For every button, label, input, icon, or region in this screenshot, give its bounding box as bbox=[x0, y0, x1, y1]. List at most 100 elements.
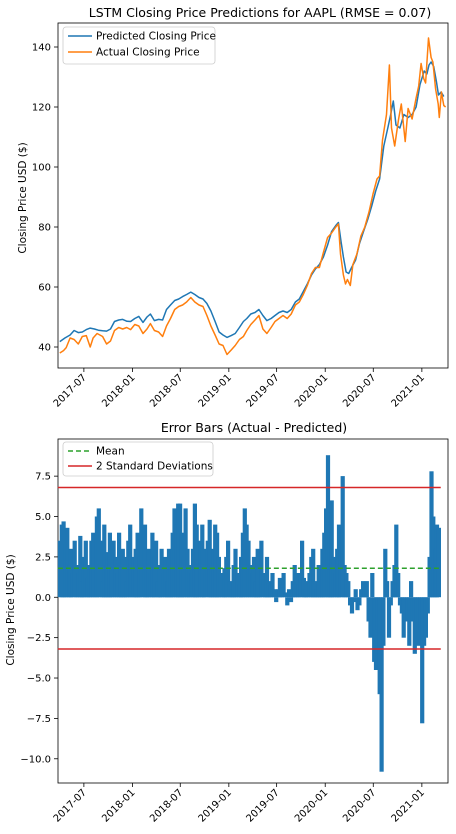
error-bar bbox=[394, 524, 399, 598]
error-bar bbox=[379, 597, 384, 772]
error-bar bbox=[78, 535, 83, 598]
error-bar bbox=[340, 476, 345, 598]
price-chart: LSTM Closing Price Predictions for AAPL … bbox=[17, 5, 449, 410]
x-tick-label: 2019-07 bbox=[244, 372, 281, 409]
error-chart: Error Bars (Actual - Predicted) −10.0 −7.… bbox=[5, 420, 449, 825]
error-bar bbox=[351, 597, 356, 603]
x-tick-label: 2020-01 bbox=[293, 372, 330, 409]
error-bar bbox=[420, 597, 425, 724]
error-bar bbox=[357, 597, 362, 606]
price-chart-ylabel: Closing Price USD ($) bbox=[17, 142, 29, 253]
error-bar bbox=[251, 556, 257, 598]
error-bar bbox=[423, 597, 428, 638]
y-tick-label: 120 bbox=[32, 103, 51, 114]
error-bar bbox=[301, 577, 306, 598]
series-line-predicted bbox=[59, 61, 445, 343]
error-bar bbox=[401, 597, 406, 638]
x-tick-label: 2019-01 bbox=[197, 787, 234, 824]
error-bar bbox=[436, 527, 441, 598]
error-bar bbox=[381, 597, 386, 646]
x-tick-label: 2021-01 bbox=[390, 787, 427, 824]
y-tick-label: 60 bbox=[38, 283, 51, 294]
error-bar bbox=[312, 581, 318, 598]
error-bar bbox=[349, 597, 355, 614]
y-tick-label: −10.0 bbox=[20, 754, 51, 765]
error-bar bbox=[346, 581, 351, 598]
price-chart-title: LSTM Closing Price Predictions for AAPL … bbox=[89, 5, 431, 20]
error-bar bbox=[285, 597, 290, 606]
x-tick-label: 2018-07 bbox=[148, 787, 185, 824]
x-tick-label: 2019-07 bbox=[244, 787, 281, 824]
error-bar bbox=[396, 573, 401, 598]
legend-label-predicted: Predicted Closing Price bbox=[96, 31, 216, 43]
legend-label-std: 2 Standard Deviations bbox=[96, 461, 213, 473]
x-tick-label: 2018-01 bbox=[100, 372, 137, 409]
error-bar bbox=[218, 573, 223, 598]
error-bar bbox=[65, 527, 70, 598]
y-tick-label: 0.0 bbox=[35, 593, 51, 604]
x-tick-label: 2018-01 bbox=[100, 787, 137, 824]
error-bar bbox=[311, 548, 316, 598]
error-bar bbox=[353, 589, 358, 598]
error-bar bbox=[370, 573, 375, 598]
x-tick-label: 2021-01 bbox=[390, 372, 427, 409]
error-bar bbox=[270, 573, 275, 598]
error-bar bbox=[425, 597, 430, 614]
x-tick-label: 2019-01 bbox=[197, 372, 234, 409]
error-bar bbox=[368, 597, 373, 638]
y-tick-label: 7.5 bbox=[35, 472, 51, 483]
error-chart-ylabel: Closing Price USD ($) bbox=[5, 554, 17, 665]
error-bar bbox=[264, 556, 270, 598]
error-bar bbox=[383, 548, 388, 598]
error-bar bbox=[207, 519, 212, 598]
x-tick-label: 2018-07 bbox=[148, 372, 185, 409]
error-bar bbox=[91, 532, 96, 598]
y-tick-label: 40 bbox=[38, 343, 51, 354]
y-tick-label: 140 bbox=[32, 43, 51, 54]
error-bar bbox=[261, 573, 266, 598]
legend-label-mean: Mean bbox=[96, 446, 125, 458]
legend-label-actual: Actual Closing Price bbox=[96, 47, 200, 59]
error-bar bbox=[122, 556, 127, 598]
price-legend: Predicted Closing Price Actual Closing P… bbox=[62, 26, 216, 65]
error-bar bbox=[407, 597, 412, 646]
y-tick-label: 80 bbox=[38, 223, 51, 234]
price-plot-area: 40 60 80 100 120 140 2017-07 2018-01 2018-07 2019… bbox=[32, 22, 449, 410]
x-tick-label: 2020-01 bbox=[293, 787, 330, 824]
error-bar bbox=[364, 581, 369, 598]
error-bar bbox=[361, 581, 366, 598]
error-chart-title: Error Bars (Actual - Predicted) bbox=[161, 420, 347, 435]
legend-box bbox=[62, 26, 216, 65]
x-tick-label: 2017-07 bbox=[52, 787, 89, 824]
error-bar bbox=[409, 581, 414, 598]
error-bar bbox=[142, 524, 148, 598]
error-bar bbox=[287, 589, 292, 598]
error-bar bbox=[102, 524, 107, 598]
error-bar bbox=[194, 524, 199, 598]
error-plot-area: −10.0 −7.5 −5.0 −2.5 0.0 2.5 5.0 7.5 2017-07 2018… bbox=[20, 438, 449, 825]
y-tick-label: −2.5 bbox=[27, 633, 51, 644]
error-bar bbox=[274, 597, 279, 603]
y-tick-label: −7.5 bbox=[27, 714, 51, 725]
plot-frame bbox=[57, 22, 449, 369]
y-tick-label: 5.0 bbox=[35, 512, 51, 523]
series-line-actual bbox=[59, 37, 447, 356]
error-bar bbox=[288, 597, 294, 603]
legend-box bbox=[62, 441, 214, 477]
error-bar bbox=[281, 573, 286, 598]
error-bar bbox=[385, 581, 390, 598]
error-bar bbox=[128, 524, 133, 598]
plot-frame bbox=[57, 438, 449, 784]
y-tick-label: −5.0 bbox=[27, 674, 51, 685]
error-bar bbox=[272, 589, 277, 598]
x-tick-label: 2020-07 bbox=[341, 787, 378, 824]
x-tick-label: 2017-07 bbox=[52, 372, 89, 409]
error-bar bbox=[163, 556, 168, 598]
error-bar bbox=[373, 597, 379, 670]
x-tick-label: 2020-07 bbox=[341, 372, 378, 409]
error-bar bbox=[386, 597, 392, 638]
error-bar bbox=[227, 581, 233, 598]
error-bar bbox=[107, 532, 112, 598]
y-tick-label: 2.5 bbox=[35, 552, 51, 563]
